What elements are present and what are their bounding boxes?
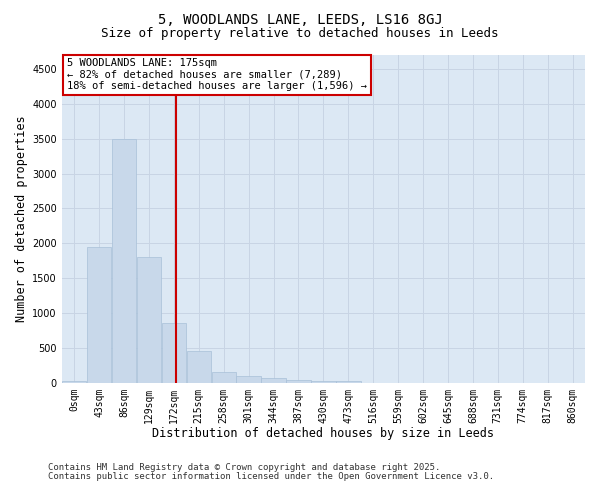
Bar [112,138,136,382]
Bar [286,380,311,382]
Bar [212,372,236,382]
Bar [262,378,286,382]
X-axis label: Distribution of detached houses by size in Leeds: Distribution of detached houses by size … [152,427,494,440]
Bar [161,324,186,382]
Text: Contains HM Land Registry data © Crown copyright and database right 2025.: Contains HM Land Registry data © Crown c… [48,464,440,472]
Bar [236,376,261,382]
Bar [187,352,211,382]
Text: Contains public sector information licensed under the Open Government Licence v3: Contains public sector information licen… [48,472,494,481]
Text: 5, WOODLANDS LANE, LEEDS, LS16 8GJ: 5, WOODLANDS LANE, LEEDS, LS16 8GJ [158,12,442,26]
Bar [336,380,361,382]
Y-axis label: Number of detached properties: Number of detached properties [15,116,28,322]
Bar [137,257,161,382]
Bar [62,380,86,382]
Text: Size of property relative to detached houses in Leeds: Size of property relative to detached ho… [101,28,499,40]
Text: 5 WOODLANDS LANE: 175sqm
← 82% of detached houses are smaller (7,289)
18% of sem: 5 WOODLANDS LANE: 175sqm ← 82% of detach… [67,58,367,92]
Bar [87,247,112,382]
Bar [311,381,335,382]
